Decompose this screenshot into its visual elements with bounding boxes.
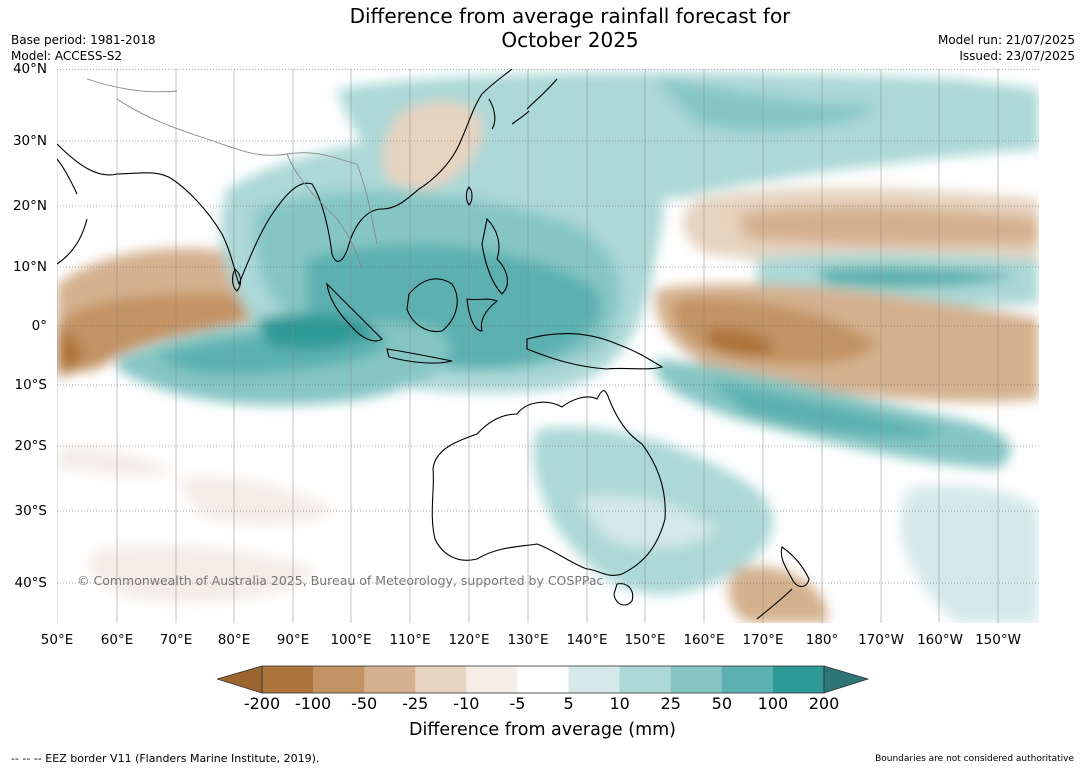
colorbar-tick-label: -5 bbox=[509, 694, 526, 713]
colorbar-segment bbox=[466, 666, 518, 693]
lon-label-70e: 70°E bbox=[159, 632, 193, 648]
lat-label-20n: 20°N bbox=[12, 198, 47, 214]
colorbar-high-arrow bbox=[823, 665, 869, 694]
colorbar-segment bbox=[313, 666, 365, 693]
colorbar-tick-label: -25 bbox=[402, 694, 429, 713]
colorbar-tick-label: 100 bbox=[757, 694, 789, 713]
sumatra-coast bbox=[326, 282, 383, 342]
sri-lanka-coast bbox=[232, 268, 242, 292]
lat-label-30n: 30°N bbox=[12, 133, 47, 149]
rainfall-map: © Commonwealth of Australia 2025, Bureau… bbox=[57, 69, 1039, 623]
model-name: Model: ACCESS-S2 bbox=[11, 49, 123, 63]
colorbar-segment bbox=[517, 666, 570, 693]
lon-label-150e: 150°E bbox=[624, 632, 666, 648]
meridian-lines bbox=[57, 69, 999, 623]
colorbar-tick-label: 200 bbox=[808, 694, 840, 713]
java-coast bbox=[386, 348, 453, 364]
eez-border-note: -- -- -- EEZ border V11 (Flanders Marine… bbox=[11, 752, 320, 765]
lon-label-160w: 160°W bbox=[917, 632, 963, 648]
australia-coast bbox=[431, 390, 666, 576]
new-guinea-coast bbox=[526, 333, 664, 370]
lon-label-90e: 90°E bbox=[276, 632, 310, 648]
colorbar-segment bbox=[619, 666, 672, 693]
coastlines bbox=[57, 69, 810, 620]
colorbar-low-arrow bbox=[217, 665, 263, 694]
colorbar-title: Difference from average (mm) bbox=[408, 720, 677, 740]
lat-label-30s: 30°S bbox=[14, 503, 48, 519]
sulawesi-coast bbox=[466, 298, 499, 332]
lon-label-120e: 120°E bbox=[448, 632, 490, 648]
lon-label-170e: 170°E bbox=[742, 632, 784, 648]
colorbar-tick-label: -50 bbox=[351, 694, 378, 713]
title-line-2: October 2025 bbox=[501, 28, 639, 52]
lon-label-100e: 100°E bbox=[330, 632, 372, 648]
meta-right: Model run: 21/07/2025 Issued: 23/07/2025 bbox=[938, 32, 1075, 64]
copyright-notice: © Commonwealth of Australia 2025, Bureau… bbox=[77, 573, 603, 588]
japan-coast bbox=[511, 78, 558, 125]
colorbar-segment bbox=[364, 666, 416, 693]
philippines-coast bbox=[481, 217, 508, 295]
meta-left: Base period: 1981-2018 Model: ACCESS-S2 bbox=[11, 32, 156, 64]
lon-label-160e: 160°E bbox=[683, 632, 725, 648]
korea-coast bbox=[488, 98, 496, 130]
colorbar-tick-label: -10 bbox=[453, 694, 480, 713]
lon-label-150w: 150°W bbox=[975, 632, 1021, 648]
lon-label-60e: 60°E bbox=[100, 632, 134, 648]
colorbar-segment bbox=[670, 666, 723, 693]
colorbar-segment bbox=[772, 666, 825, 693]
colorbar-segment bbox=[721, 666, 774, 693]
lon-label-170w: 170°W bbox=[858, 632, 904, 648]
colorbar-tick-label: 25 bbox=[660, 694, 681, 713]
colorbar-tick-label: 50 bbox=[711, 694, 732, 713]
colorbar-tick-label: 10 bbox=[609, 694, 630, 713]
lat-label-40s: 40°S bbox=[14, 575, 48, 591]
colorbar-frame bbox=[261, 665, 825, 694]
new-zealand-coast bbox=[756, 546, 810, 620]
lon-label-80e: 80°E bbox=[217, 632, 251, 648]
lon-label-50e: 50°E bbox=[40, 632, 74, 648]
lon-label-110e: 110°E bbox=[389, 632, 431, 648]
base-period: Base period: 1981-2018 bbox=[11, 33, 156, 47]
arabia-coast bbox=[57, 158, 88, 265]
lat-label-40n: 40°N bbox=[12, 61, 47, 77]
lat-label-10s: 10°S bbox=[14, 377, 48, 393]
title-line-1: Difference from average rainfall forecas… bbox=[349, 4, 791, 28]
colorbar-segment bbox=[415, 666, 467, 693]
colorbar-tick-label: 5 bbox=[563, 694, 574, 713]
map-title: Difference from average rainfall forecas… bbox=[0, 4, 1085, 52]
colorbar-tick-label: -200 bbox=[243, 694, 281, 713]
colorbar-segment bbox=[568, 666, 621, 693]
colorbar-segment bbox=[262, 666, 314, 693]
model-run: Model run: 21/07/2025 bbox=[937, 33, 1075, 47]
issued-date: Issued: 23/07/2025 bbox=[959, 49, 1075, 63]
lat-label-20s: 20°S bbox=[14, 438, 48, 454]
boundaries-disclaimer: Boundaries are not considered authoritat… bbox=[875, 754, 1074, 764]
borneo-coast bbox=[406, 278, 458, 333]
lon-label-130e: 130°E bbox=[507, 632, 549, 648]
tasmania-coast bbox=[613, 583, 634, 606]
colorbar bbox=[217, 665, 869, 694]
taiwan-coast bbox=[465, 186, 473, 206]
country-borders bbox=[86, 78, 378, 270]
lon-label-180: 180° bbox=[805, 632, 839, 648]
lat-label-10n: 10°N bbox=[12, 259, 47, 275]
lat-label-0: 0° bbox=[31, 318, 47, 334]
asia-mainland-coast bbox=[57, 69, 513, 286]
colorbar-tick-label: -100 bbox=[294, 694, 332, 713]
lon-label-140e: 140°E bbox=[566, 632, 608, 648]
